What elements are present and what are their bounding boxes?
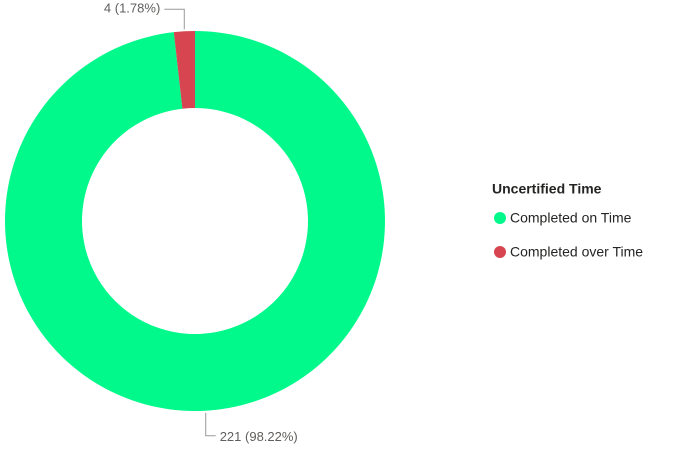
data-label: 221 (98.22%) (220, 429, 298, 444)
leader-line (164, 8, 185, 30)
data-label: 4 (1.78%) (104, 1, 160, 16)
donut-slice (173, 31, 195, 109)
legend-text: Completed on Time (510, 210, 632, 226)
legend-text: Completed over Time (510, 244, 643, 260)
legend-title: Uncertified Time (492, 181, 602, 197)
legend-marker (494, 246, 506, 258)
donut-slice (4, 31, 385, 411)
legend-marker (494, 212, 506, 224)
leader-line (205, 412, 216, 437)
